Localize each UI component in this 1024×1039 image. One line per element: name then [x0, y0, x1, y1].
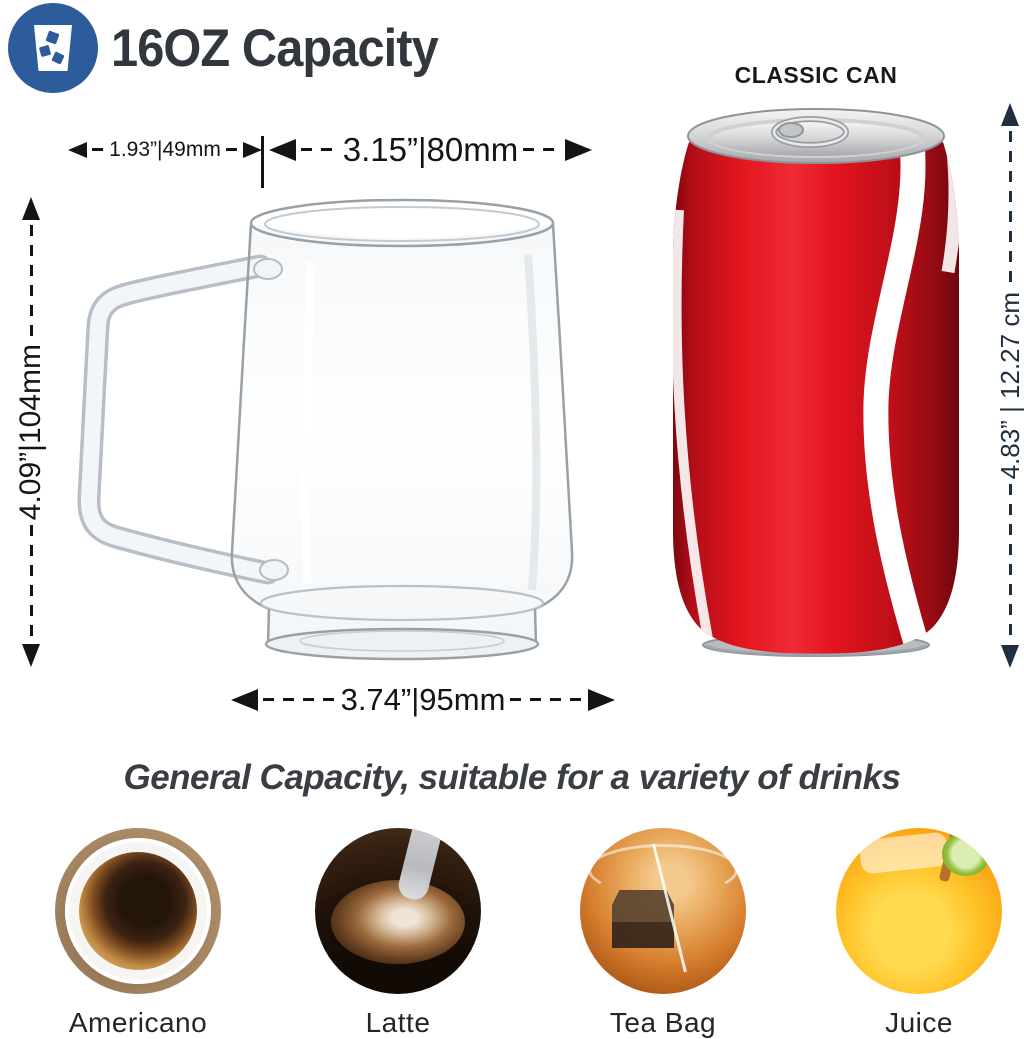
dash-line: [523, 148, 561, 151]
capacity-title: 16OZ Capacity: [111, 18, 439, 78]
ice-drink-icon: [8, 3, 98, 93]
glass-rim-shape: [588, 844, 738, 896]
drink-item-juice: Juice: [836, 828, 1002, 1039]
arrow-left-icon: [269, 138, 296, 161]
arrow-left-icon: [231, 688, 258, 711]
tea-bag-shape: [612, 890, 674, 948]
coffee-surface-shape: [79, 852, 197, 970]
dash-line: [1008, 484, 1012, 641]
classic-can-label: CLASSIC CAN: [734, 62, 898, 88]
latte-swirl-shape: [331, 880, 465, 964]
ice-shape: [858, 831, 950, 875]
mug-height-label: 4.09”|104mm: [14, 343, 47, 521]
tagline: General Capacity, suitable for a variety…: [123, 758, 901, 797]
arrow-right-icon: [565, 138, 593, 161]
mug-height-dimension: 4.09”|104mm: [14, 197, 48, 667]
latte-image: [315, 828, 481, 994]
drink-label: Tea Bag: [609, 1007, 717, 1038]
arrow-down-icon: [22, 644, 40, 667]
dash-line: [510, 698, 583, 701]
dash-line: [29, 525, 33, 639]
handle-width-dimension: 1.93”|49mm: [68, 138, 263, 161]
drink-label: Latte: [365, 1007, 431, 1038]
bottom-width-dimension: 3.74”|95mm: [231, 684, 615, 715]
lime-slice-shape: [942, 832, 990, 876]
dash-line: [263, 698, 336, 701]
glass-mug-image: [77, 198, 574, 661]
arrow-up-icon: [1001, 103, 1019, 126]
arrow-right-icon: [243, 141, 263, 158]
juice-image: [836, 828, 1002, 994]
tea-bag-image: [580, 828, 746, 994]
americano-image: [55, 828, 221, 994]
dash-line: [29, 225, 33, 339]
arrow-down-icon: [1001, 645, 1019, 669]
top-width-label: 3.15”|80mm: [342, 131, 519, 168]
top-width-dimension: 3.15”|80mm: [269, 131, 593, 168]
drink-item-americano: Americano: [55, 828, 221, 1039]
dash-line: [225, 148, 239, 151]
capacity-header: 16OZ Capacity: [8, 3, 466, 93]
dash-line: [92, 148, 105, 151]
dimension-tick-mark: [261, 136, 264, 188]
drink-label: Juice: [885, 1007, 953, 1038]
drink-label: Americano: [68, 1007, 208, 1038]
classic-can-image: [673, 108, 959, 657]
dash-line: [1008, 131, 1012, 287]
handle-width-label: 1.93”|49mm: [109, 138, 221, 161]
dash-line: [301, 148, 338, 151]
can-height-dimension: 4.83” | 12.27 cm: [993, 103, 1024, 669]
drink-item-latte: Latte: [315, 828, 481, 1039]
drink-item-tea-bag: Tea Bag: [580, 828, 746, 1039]
can-height-label: 4.83” | 12.27 cm: [995, 291, 1024, 480]
arrow-up-icon: [22, 197, 40, 220]
arrow-right-icon: [588, 688, 615, 711]
bottom-width-label: 3.74”|95mm: [340, 682, 506, 717]
arrow-left-icon: [68, 141, 87, 158]
